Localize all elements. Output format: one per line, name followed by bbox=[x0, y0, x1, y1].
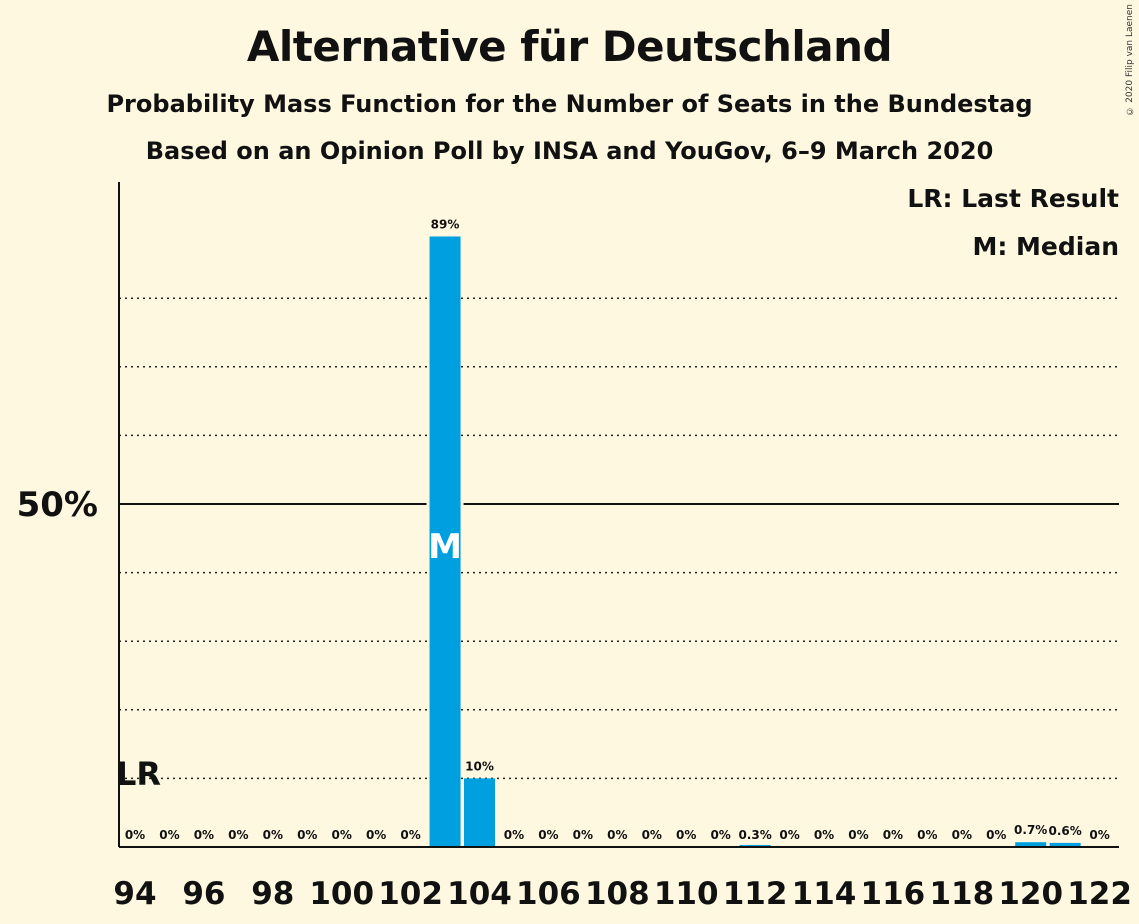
x-tick-label: 94 bbox=[113, 876, 156, 912]
chart-subtitle: Probability Mass Function for the Number… bbox=[106, 90, 1033, 118]
data-label: 0% bbox=[228, 828, 248, 842]
data-label: 0.6% bbox=[1049, 824, 1082, 838]
data-label: 0% bbox=[332, 828, 352, 842]
chart-source-line: Based on an Opinion Poll by INSA and You… bbox=[145, 137, 994, 165]
x-tick-label: 118 bbox=[929, 876, 994, 912]
data-label: 0% bbox=[1089, 828, 1109, 842]
legend-last-result: LR: Last Result bbox=[907, 184, 1119, 213]
data-label: 0.7% bbox=[1014, 823, 1047, 837]
x-tick-label: 122 bbox=[1067, 876, 1132, 912]
x-tick-label: 106 bbox=[516, 876, 581, 912]
x-tick-label: 98 bbox=[251, 876, 294, 912]
data-label: 0% bbox=[194, 828, 214, 842]
data-label: 0% bbox=[917, 828, 937, 842]
data-label: 0% bbox=[366, 828, 386, 842]
bar bbox=[429, 236, 461, 847]
data-label: 0% bbox=[297, 828, 317, 842]
data-label: 0% bbox=[159, 828, 179, 842]
x-tick-label: 112 bbox=[723, 876, 788, 912]
data-label: 0% bbox=[125, 828, 145, 842]
x-tick-label: 102 bbox=[378, 876, 443, 912]
bar bbox=[1015, 842, 1047, 847]
data-label: 0% bbox=[814, 828, 834, 842]
chart-title: Alternative für Deutschland bbox=[246, 22, 893, 71]
x-tick-label: 96 bbox=[182, 876, 225, 912]
x-tick-label: 114 bbox=[792, 876, 857, 912]
data-label: 89% bbox=[431, 217, 460, 231]
data-label: 0.3% bbox=[738, 828, 771, 842]
data-label: 0% bbox=[710, 828, 730, 842]
data-label: 10% bbox=[465, 759, 494, 773]
data-label: 0% bbox=[538, 828, 558, 842]
x-tick-label: 110 bbox=[654, 876, 719, 912]
data-label: 0% bbox=[883, 828, 903, 842]
data-label: 0% bbox=[779, 828, 799, 842]
data-label: 0% bbox=[986, 828, 1006, 842]
x-tick-label: 120 bbox=[998, 876, 1063, 912]
y-tick-label: 50% bbox=[17, 485, 98, 525]
data-label: 0% bbox=[848, 828, 868, 842]
bar bbox=[739, 844, 771, 847]
x-tick-label: 108 bbox=[585, 876, 650, 912]
data-label: 0% bbox=[400, 828, 420, 842]
data-label: 0% bbox=[263, 828, 283, 842]
data-label: 0% bbox=[607, 828, 627, 842]
data-label: 0% bbox=[573, 828, 593, 842]
median-marker: M bbox=[428, 527, 462, 567]
legend-median: M: Median bbox=[972, 232, 1119, 261]
bar bbox=[464, 778, 495, 847]
bar bbox=[1049, 842, 1081, 847]
data-label: 0% bbox=[642, 828, 662, 842]
data-label: 0% bbox=[504, 828, 524, 842]
data-label: 0% bbox=[676, 828, 696, 842]
last-result-marker: LR bbox=[116, 755, 161, 793]
x-tick-label: 100 bbox=[309, 876, 374, 912]
data-label: 0% bbox=[952, 828, 972, 842]
x-tick-label: 104 bbox=[447, 876, 512, 912]
x-tick-label: 116 bbox=[861, 876, 926, 912]
